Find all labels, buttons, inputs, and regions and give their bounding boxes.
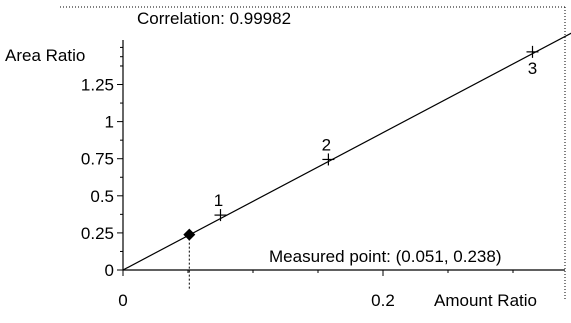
x-axis-label: Amount Ratio — [434, 291, 537, 310]
x-tick-label: 0 — [118, 291, 127, 310]
y-tick-label: 0 — [105, 261, 114, 280]
measured-point-annotation: Measured point: (0.051, 0.238) — [269, 247, 501, 266]
y-tick-label: 1.25 — [81, 76, 114, 95]
calibration-point-label: 3 — [528, 59, 537, 78]
measured-point-marker — [183, 228, 196, 241]
y-tick-label: 0.75 — [81, 150, 114, 169]
calibration-point-label: 1 — [214, 191, 223, 210]
fit-line — [122, 32, 571, 271]
y-tick-label: 1 — [105, 113, 114, 132]
y-tick-label: 0.5 — [90, 187, 114, 206]
calibration-point-label: 2 — [322, 135, 331, 154]
ticks-layer: 0 0.25 0.5 0.75 1 1.25 0 0.2 — [81, 46, 514, 310]
y-tick-label: 0.25 — [81, 224, 114, 243]
x-tick-label: 0.2 — [371, 291, 395, 310]
y-axis-label: Area Ratio — [5, 46, 85, 65]
chart-title: Correlation: 0.99982 — [137, 9, 291, 28]
marks-layer: 1 2 3 — [122, 32, 571, 290]
